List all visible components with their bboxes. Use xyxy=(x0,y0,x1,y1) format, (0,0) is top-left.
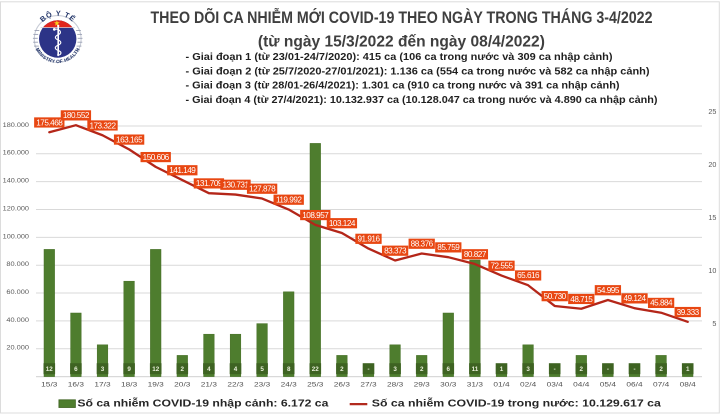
svg-text:40.000: 40.000 xyxy=(6,317,29,324)
svg-text:88.376: 88.376 xyxy=(411,240,434,249)
svg-text:3: 3 xyxy=(393,366,397,373)
svg-text:Số ca nhiễm COVID-19 nhập cảnh: Số ca nhiễm COVID-19 nhập cảnh: 6.172 ca xyxy=(77,397,328,410)
svg-text:-: - xyxy=(607,366,609,373)
svg-text:5: 5 xyxy=(260,366,264,373)
svg-text:8: 8 xyxy=(287,366,291,373)
svg-text:-: - xyxy=(367,366,369,373)
svg-text:91.916: 91.916 xyxy=(357,235,380,244)
svg-text:22/3: 22/3 xyxy=(227,382,244,389)
svg-text:6: 6 xyxy=(447,366,451,373)
svg-text:15: 15 xyxy=(708,213,716,222)
svg-text:29/3: 29/3 xyxy=(414,382,431,389)
svg-text:72.555: 72.555 xyxy=(490,262,513,271)
svg-text:48.715: 48.715 xyxy=(570,295,593,304)
svg-text:2: 2 xyxy=(580,366,584,373)
svg-text:31/3: 31/3 xyxy=(467,382,484,389)
svg-text:2: 2 xyxy=(659,366,663,373)
svg-text:50.730: 50.730 xyxy=(544,292,567,301)
svg-text:4: 4 xyxy=(234,366,238,373)
svg-text:45.884: 45.884 xyxy=(650,299,673,308)
svg-text:83.373: 83.373 xyxy=(384,247,407,256)
svg-text:120.000: 120.000 xyxy=(3,205,30,212)
svg-text:21/3: 21/3 xyxy=(201,382,218,389)
svg-text:131.709: 131.709 xyxy=(196,179,223,188)
svg-text:2: 2 xyxy=(420,366,424,373)
svg-text:80.000: 80.000 xyxy=(6,261,29,268)
svg-text:04/4: 04/4 xyxy=(573,382,590,389)
svg-text:9: 9 xyxy=(127,366,131,373)
svg-text:23/3: 23/3 xyxy=(254,382,271,389)
svg-text:- Giai đoạn 2 (từ 25/7/2020-27: - Giai đoạn 2 (từ 25/7/2020-27/01/2021):… xyxy=(186,67,650,78)
svg-text:108.957: 108.957 xyxy=(302,211,329,220)
svg-text:- Giai đoạn 1 (từ 23/01-24/7/2: - Giai đoạn 1 (từ 23/01-24/7/2020): 415 … xyxy=(186,52,613,63)
svg-text:25: 25 xyxy=(708,107,716,116)
svg-text:03/4: 03/4 xyxy=(547,382,564,389)
svg-text:4: 4 xyxy=(207,366,211,373)
svg-text:11: 11 xyxy=(472,366,479,373)
svg-text:20.000: 20.000 xyxy=(6,345,29,352)
svg-text:30/3: 30/3 xyxy=(440,382,457,389)
svg-text:65.616: 65.616 xyxy=(517,271,540,280)
svg-text:160.000: 160.000 xyxy=(3,150,30,157)
svg-text:127.878: 127.878 xyxy=(249,185,276,194)
svg-text:60.000: 60.000 xyxy=(6,289,29,296)
svg-text:150.606: 150.606 xyxy=(143,153,170,162)
svg-text:103.124: 103.124 xyxy=(329,219,356,228)
svg-text:20: 20 xyxy=(708,160,716,169)
svg-text:08/4: 08/4 xyxy=(680,382,697,389)
svg-text:2: 2 xyxy=(340,366,344,373)
svg-text:26/3: 26/3 xyxy=(334,382,351,389)
svg-text:Số ca nhiễm COVID-19 trong nướ: Số ca nhiễm COVID-19 trong nước: 10.129.… xyxy=(372,397,661,410)
svg-text:163.165: 163.165 xyxy=(116,135,143,144)
svg-text:119.992: 119.992 xyxy=(276,196,302,205)
svg-text:THEO DÕI CA NHIỄM MỚI COVID-19: THEO DÕI CA NHIỄM MỚI COVID-19 THEO NGÀY… xyxy=(151,7,653,27)
svg-text:19/3: 19/3 xyxy=(148,382,165,389)
svg-text:180.000: 180.000 xyxy=(3,122,30,129)
svg-text:20/3: 20/3 xyxy=(174,382,191,389)
svg-text:6: 6 xyxy=(74,366,78,373)
svg-text:100.000: 100.000 xyxy=(3,233,30,240)
svg-text:- Giai đoạn 3 (từ 28/01-26/4/2: - Giai đoạn 3 (từ 28/01-26/4/2021): 1.30… xyxy=(186,80,620,91)
svg-text:140.000: 140.000 xyxy=(3,178,30,185)
svg-text:BỘ Y TẾ: BỘ Y TẾ xyxy=(38,9,78,24)
svg-text:130.731: 130.731 xyxy=(222,181,249,190)
svg-text:22: 22 xyxy=(312,366,320,373)
svg-text:2: 2 xyxy=(181,366,185,373)
svg-text:12: 12 xyxy=(152,366,160,373)
svg-text:3: 3 xyxy=(526,366,530,373)
svg-text:180.552: 180.552 xyxy=(63,111,90,120)
svg-text:05/4: 05/4 xyxy=(600,382,617,389)
svg-text:5: 5 xyxy=(712,319,716,328)
svg-text:25/3: 25/3 xyxy=(307,382,324,389)
svg-text:39.333: 39.333 xyxy=(677,308,700,317)
svg-text:18/3: 18/3 xyxy=(121,382,138,389)
svg-text:28/3: 28/3 xyxy=(387,382,404,389)
svg-text:-: - xyxy=(554,366,556,373)
svg-text:16/3: 16/3 xyxy=(68,382,85,389)
svg-text:3: 3 xyxy=(101,366,105,373)
svg-text:1: 1 xyxy=(686,366,690,373)
svg-text:-: - xyxy=(633,366,635,373)
svg-text:15/3: 15/3 xyxy=(41,382,58,389)
svg-text:07/4: 07/4 xyxy=(653,382,670,389)
svg-text:141.149: 141.149 xyxy=(169,166,196,175)
svg-text:01/4: 01/4 xyxy=(493,382,510,389)
svg-text:54.995: 54.995 xyxy=(597,286,620,295)
svg-text:1: 1 xyxy=(500,366,504,373)
svg-text:24/3: 24/3 xyxy=(281,382,298,389)
svg-text:175.468: 175.468 xyxy=(36,118,63,127)
svg-text:17/3: 17/3 xyxy=(94,382,111,389)
svg-text:27/3: 27/3 xyxy=(360,382,377,389)
svg-text:12: 12 xyxy=(46,366,54,373)
svg-text:173.322: 173.322 xyxy=(89,121,116,130)
svg-text:(từ ngày 15/3/2022 đến ngày 08: (từ ngày 15/3/2022 đến ngày 08/4/2022) xyxy=(258,34,545,51)
svg-text:10: 10 xyxy=(708,266,716,275)
svg-text:- Giai đoạn 4 (từ 27/4/2021):: - Giai đoạn 4 (từ 27/4/2021): 10.132.937… xyxy=(186,95,658,106)
svg-text:80.827: 80.827 xyxy=(464,250,487,259)
svg-text:06/4: 06/4 xyxy=(626,382,643,389)
svg-text:02/4: 02/4 xyxy=(520,382,537,389)
svg-text:49.124: 49.124 xyxy=(623,294,646,303)
svg-text:85.759: 85.759 xyxy=(437,243,460,252)
